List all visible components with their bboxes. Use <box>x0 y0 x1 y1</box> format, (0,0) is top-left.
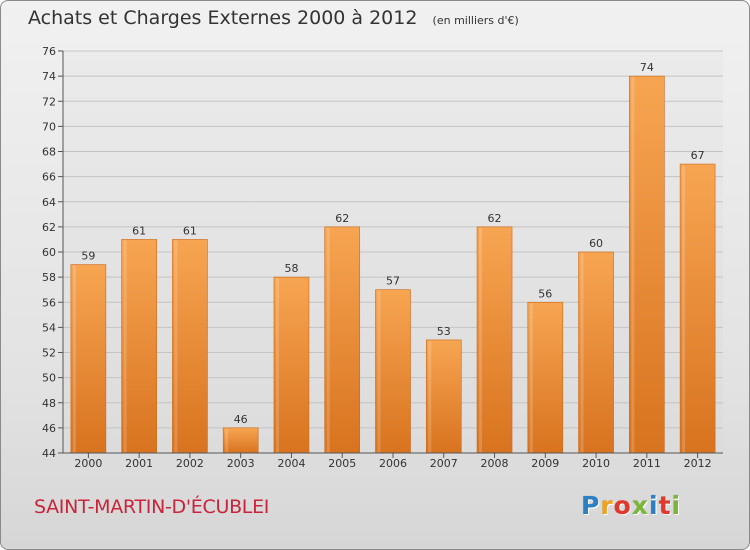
bar <box>273 276 310 454</box>
bar-value-label: 53 <box>437 325 451 338</box>
bar-value-label: 61 <box>132 224 146 237</box>
bar <box>476 226 513 454</box>
bar-value-label: 59 <box>81 250 95 263</box>
bar-value-label: 60 <box>589 237 603 250</box>
x-tick-label: 2004 <box>277 457 305 470</box>
proxiti-logo: Proxiti <box>581 491 681 520</box>
x-tick-label: 2009 <box>531 457 559 470</box>
bar <box>222 427 259 454</box>
bar-highlight <box>377 290 381 453</box>
x-tick-label: 2002 <box>176 457 204 470</box>
x-tick-label: 2010 <box>582 457 610 470</box>
bar-value-label: 56 <box>538 287 552 300</box>
bar <box>172 239 208 454</box>
bar-value-label: 74 <box>640 61 654 74</box>
bar <box>324 226 361 454</box>
y-tick-label: 48 <box>42 397 56 410</box>
y-tick-label: 58 <box>42 271 56 284</box>
bars: 59 61 61 46 58 62 57 53 62 56 60 74 67 <box>70 61 716 454</box>
bar <box>375 289 411 454</box>
x-tick-label: 2001 <box>125 457 153 470</box>
logo-letter: o <box>613 491 632 520</box>
bar <box>121 239 157 454</box>
bar-highlight <box>225 428 229 453</box>
bar-highlight <box>428 340 432 453</box>
bar-highlight <box>479 227 483 453</box>
bar-value-label: 58 <box>284 262 298 275</box>
bar <box>578 251 614 454</box>
y-tick-label: 70 <box>42 120 56 133</box>
bar-value-label: 67 <box>691 149 705 162</box>
y-tick-label: 50 <box>42 372 56 385</box>
y-tick-label: 68 <box>42 146 56 159</box>
logo-letter: i <box>671 491 682 520</box>
bar-highlight <box>682 165 686 453</box>
bar <box>70 264 107 454</box>
y-tick-label: 72 <box>42 95 56 108</box>
chart-unit: (en milliers d'€) <box>432 14 519 27</box>
bar-highlight <box>123 240 127 453</box>
x-tick-label: 2007 <box>430 457 458 470</box>
bar <box>425 339 462 454</box>
y-tick-label: 76 <box>42 45 56 58</box>
bar-highlight <box>529 303 533 453</box>
x-tick-label: 2003 <box>227 457 255 470</box>
bar-value-label: 62 <box>335 212 349 225</box>
place-name: SAINT-MARTIN-D'ÉCUBLEI <box>34 496 270 518</box>
y-tick-label: 56 <box>42 296 56 309</box>
logo-letter: i <box>649 491 659 520</box>
logo-letter: P <box>581 491 601 520</box>
bar-highlight <box>72 265 76 453</box>
bar <box>629 75 665 454</box>
x-tick-label: 2006 <box>379 457 407 470</box>
x-tick-label: 2011 <box>633 457 661 470</box>
bar-value-label: 57 <box>386 275 400 288</box>
y-tick-label: 64 <box>42 196 56 209</box>
y-tick-label: 54 <box>42 321 56 334</box>
bar-highlight <box>631 77 635 453</box>
logo-letter: t <box>658 491 672 520</box>
logo-letter: x <box>631 491 649 520</box>
chart-title: Achats et Charges Externes 2000 à 2012 <box>28 7 418 29</box>
bar <box>527 301 564 454</box>
x-tick-label: 2005 <box>328 457 356 470</box>
axes: 44 46 48 50 52 54 56 58 60 62 64 66 68 70 72 74 76 2000 20… <box>42 45 723 470</box>
bar-highlight <box>326 227 330 453</box>
bar-highlight <box>275 278 279 453</box>
bar-value-label: 61 <box>183 224 197 237</box>
y-tick-label: 44 <box>42 447 56 460</box>
y-tick-label: 46 <box>42 422 56 435</box>
y-tick-label: 62 <box>42 221 56 234</box>
x-tick-label: 2012 <box>684 457 712 470</box>
bar <box>679 163 716 454</box>
y-tick-label: 74 <box>42 70 56 83</box>
bar-value-label: 62 <box>488 212 502 225</box>
x-tick-label: 2008 <box>481 457 509 470</box>
bar-highlight <box>174 240 178 453</box>
bar-value-label: 46 <box>234 413 248 426</box>
logo-letter: r <box>600 491 614 520</box>
y-tick-label: 66 <box>42 171 56 184</box>
title-row: Achats et Charges Externes 2000 à 2012 (… <box>28 7 519 29</box>
x-tick-label: 2000 <box>74 457 102 470</box>
bar-highlight <box>580 253 584 453</box>
y-tick-label: 52 <box>42 347 56 360</box>
y-tick-label: 60 <box>42 246 56 259</box>
